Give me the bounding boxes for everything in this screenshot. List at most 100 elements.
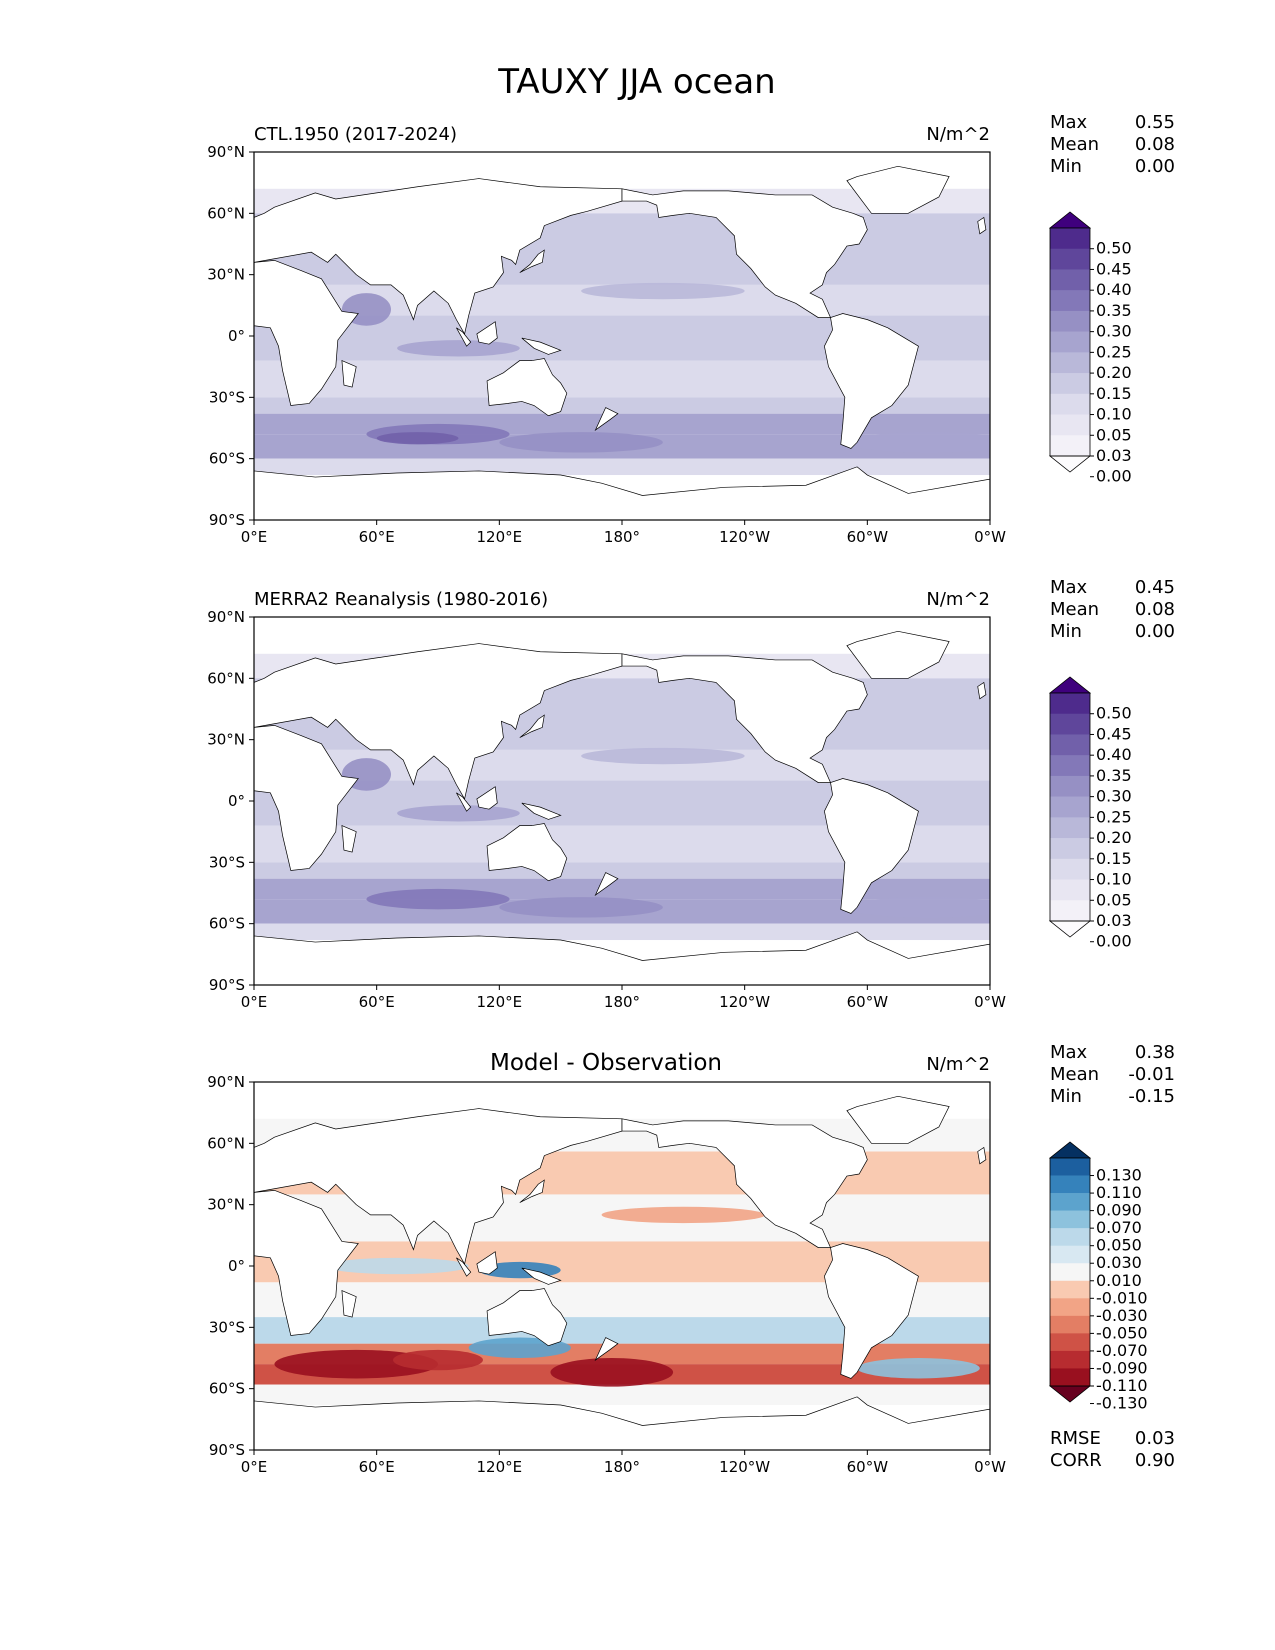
colorbar-swatch <box>1050 1175 1090 1194</box>
field-blob <box>499 432 663 453</box>
stat-value: 0.55 <box>1135 112 1175 133</box>
coastline <box>486 1288 568 1347</box>
colorbar-swatch <box>1050 817 1090 839</box>
metric-value: 0.03 <box>1135 1428 1175 1449</box>
y-tick-label: 60°S <box>209 915 245 933</box>
y-tick-label: 60°N <box>207 1134 245 1152</box>
stat-label: Min <box>1050 156 1082 177</box>
colorbar-swatch <box>1050 269 1090 291</box>
colorbar-tick-label: 0.50 <box>1096 239 1132 258</box>
colorbar-swatch <box>1050 693 1090 715</box>
coastline <box>594 1337 619 1362</box>
colorbar-tick-label: 0.090 <box>1096 1201 1142 1220</box>
field-band <box>254 413 990 435</box>
x-tick-label: 60°E <box>359 993 395 1011</box>
x-tick-label: 0°E <box>241 1458 268 1476</box>
colorbar-swatch <box>1050 1315 1090 1334</box>
y-tick-label: 30°N <box>207 266 245 284</box>
colorbar-swatch <box>1050 1280 1090 1299</box>
colorbar-tick-label: 0.25 <box>1096 342 1132 361</box>
colorbar-extend-min <box>1048 920 1092 938</box>
colorbar-tick-label: 0.00 <box>1096 467 1132 486</box>
colorbar-tick-label: 0.130 <box>1096 1166 1142 1185</box>
coastline <box>521 337 562 355</box>
colorbar-tick-label: 0.00 <box>1096 932 1132 951</box>
x-tick-label: 120°W <box>719 528 770 546</box>
coastline <box>621 1118 868 1248</box>
colorbar-tick-label: 0.20 <box>1096 828 1132 847</box>
field-blob <box>397 805 520 822</box>
colorbar-extend-min <box>1048 455 1092 473</box>
stat-label: Min <box>1050 621 1082 642</box>
colorbar-swatch <box>1050 1298 1090 1317</box>
coastline <box>476 786 498 810</box>
colorbar-tick-label: 0.110 <box>1096 1183 1142 1202</box>
panel-units: N/m^2 <box>926 589 990 610</box>
coastline <box>341 824 357 853</box>
coastline <box>476 1251 498 1275</box>
stat-value: 0.38 <box>1135 1042 1175 1063</box>
coastline <box>254 259 359 406</box>
stat-label: Mean <box>1050 599 1099 620</box>
field-band <box>254 923 990 941</box>
map-panel-2: 0°E 60°E 120°E 180° 120°W 60°W 0°W 90°N 60°N 30°N… <box>207 577 1175 1011</box>
x-tick-label: 180° <box>604 993 640 1011</box>
coastline <box>977 216 987 235</box>
x-tick-label: 60°E <box>359 528 395 546</box>
colorbar-extend-min <box>1048 1385 1092 1403</box>
colorbar-tick-label: -0.130 <box>1096 1394 1148 1413</box>
x-tick-label: 120°E <box>477 528 523 546</box>
field-blob <box>857 1358 980 1379</box>
y-tick-label: 60°S <box>209 450 245 468</box>
colorbar-swatch <box>1050 713 1090 735</box>
stat-label: Max <box>1050 1042 1088 1063</box>
colorbar-extend-max <box>1048 211 1092 229</box>
coastline <box>254 1108 623 1265</box>
coastline <box>977 681 987 700</box>
colorbar-tick-label: 0.45 <box>1096 259 1132 278</box>
x-tick-label: 180° <box>604 1458 640 1476</box>
colorbar-swatch <box>1050 331 1090 353</box>
y-tick-label: 0° <box>228 792 245 810</box>
colorbar-swatch <box>1050 1350 1090 1369</box>
colorbar-extend-max <box>1048 1141 1092 1159</box>
colorbar: -0.130-0.110-0.090-0.070-0.050-0.030-0.0… <box>1048 1141 1148 1413</box>
stat-value: 0.00 <box>1135 621 1175 642</box>
x-tick-label: 180° <box>604 528 640 546</box>
field-band <box>254 397 990 414</box>
colorbar-tick-label: -0.090 <box>1096 1358 1148 1377</box>
colorbar-tick-label: 0.05 <box>1096 425 1132 444</box>
coastline <box>521 1267 562 1285</box>
metric-value: 0.90 <box>1135 1450 1175 1471</box>
y-tick-label: 60°N <box>207 669 245 687</box>
colorbar-swatch <box>1050 1245 1090 1264</box>
panel-title: CTL.1950 (2017-2024) <box>254 124 457 145</box>
coastline <box>519 249 545 273</box>
y-tick-label: 90°S <box>209 976 245 994</box>
field-band <box>254 862 990 879</box>
field-blob <box>376 432 459 445</box>
colorbar-swatch <box>1050 734 1090 756</box>
colorbar-tick-label: 0.03 <box>1096 446 1132 465</box>
colorbar-swatch <box>1050 858 1090 880</box>
coastline <box>621 188 868 318</box>
coastline <box>594 407 619 432</box>
coastline <box>594 872 619 897</box>
colorbar-tick-label: 0.40 <box>1096 745 1132 764</box>
field-blob <box>366 888 510 910</box>
coastline <box>846 1095 950 1144</box>
stat-label: Max <box>1050 112 1088 133</box>
colorbar-swatch <box>1050 1263 1090 1282</box>
field-blob <box>397 340 520 357</box>
colorbar-swatch <box>1050 393 1090 415</box>
colorbar-extend-max <box>1048 676 1092 694</box>
coastline <box>254 466 990 520</box>
stat-label: Max <box>1050 577 1088 598</box>
colorbar-tick-label: -0.050 <box>1096 1323 1148 1342</box>
colorbar-tick-label: 0.35 <box>1096 766 1132 785</box>
field-blob <box>325 1257 469 1275</box>
coastline <box>254 178 623 335</box>
y-tick-label: 90°N <box>207 1073 245 1091</box>
colorbar-tick-label: 0.10 <box>1096 870 1132 889</box>
